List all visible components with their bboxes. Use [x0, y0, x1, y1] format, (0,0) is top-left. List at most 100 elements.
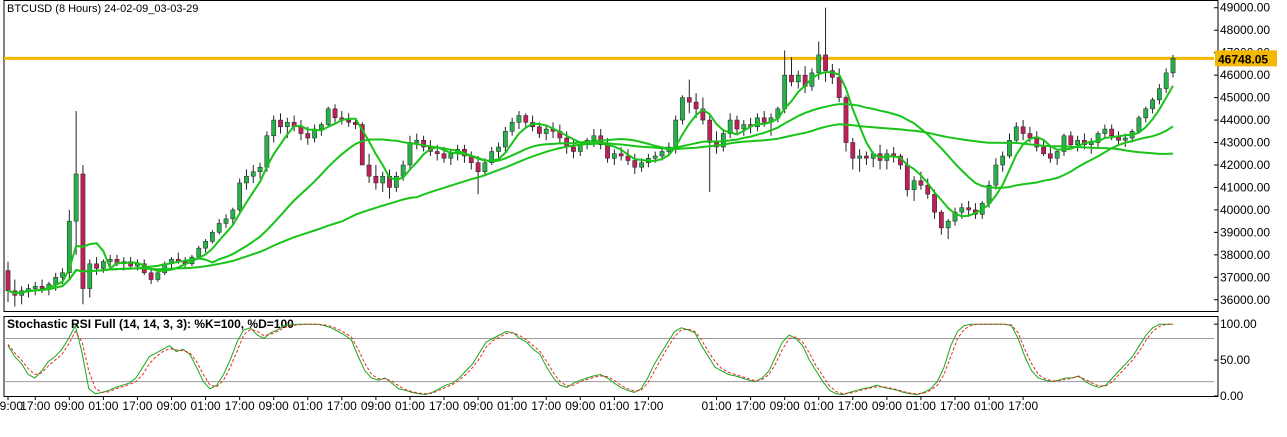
time-axis-tick-label: 17:00 — [531, 399, 561, 413]
candle — [1150, 97, 1155, 114]
candle — [1013, 122, 1019, 143]
candle — [523, 113, 529, 127]
time-axis-tick-label: 01:00 — [88, 399, 118, 413]
candle — [237, 178, 242, 215]
candle — [73, 111, 79, 255]
candle — [203, 239, 208, 253]
candle — [346, 113, 352, 127]
time-axis-tick-label: 09:00 — [361, 399, 391, 413]
price-axis-tick-label: 42000.00 — [1220, 158, 1270, 172]
price-axis-tick-label: 49000.00 — [1220, 1, 1270, 15]
axis-layer: 36000.00 37000.00 38000.00 39000.00 40000.00… — [0, 1, 1277, 413]
candle — [5, 261, 11, 303]
time-axis-tick-label: 01:00 — [497, 399, 527, 413]
candle — [319, 122, 324, 136]
candle — [223, 214, 229, 228]
candle — [380, 171, 386, 192]
price-axis-tick-label: 39000.00 — [1220, 225, 1270, 239]
price-axis-tick-label: 48000.00 — [1220, 23, 1270, 37]
candle — [625, 149, 631, 165]
time-axis-tick-label: 17:00 — [122, 399, 152, 413]
candle — [475, 156, 481, 195]
svg-text:46748.05: 46748.05 — [1218, 52, 1268, 66]
candle — [1000, 151, 1006, 172]
candle — [373, 164, 379, 190]
chart-title: BTCUSD (8 Hours) 24-02-09_03-03-29 — [7, 3, 198, 15]
candle — [680, 95, 685, 125]
candle — [244, 169, 249, 190]
candle — [1136, 115, 1142, 134]
candle — [502, 126, 508, 152]
candle — [543, 124, 549, 141]
time-axis-tick-label: 09:00 — [259, 399, 289, 413]
time-axis-tick-label: 09:00 — [54, 399, 84, 413]
candle — [216, 218, 222, 235]
time-axis-tick-label: 09:00 — [565, 399, 595, 413]
candle — [1095, 131, 1101, 148]
candle — [789, 57, 794, 87]
candle — [993, 158, 999, 190]
candle — [366, 153, 372, 183]
candle — [1041, 140, 1046, 156]
price-axis-tick-label: 45000.00 — [1220, 91, 1270, 105]
candle — [250, 164, 256, 183]
candle — [414, 133, 420, 150]
time-axis-tick-label: 17:00 — [225, 399, 255, 413]
candle — [271, 115, 277, 143]
candle — [939, 209, 944, 235]
candle — [707, 115, 713, 192]
indicator-axis-tick-label: 50.00 — [1220, 353, 1250, 367]
candle — [755, 113, 760, 132]
indicator-panel-frame — [3, 316, 1219, 397]
candle — [1007, 133, 1012, 159]
candle — [155, 270, 161, 282]
candle — [1054, 149, 1060, 165]
candle — [693, 93, 699, 118]
candle — [80, 164, 86, 305]
candle — [864, 151, 869, 165]
candle — [325, 106, 331, 127]
time-axis-tick-label: 01:00 — [599, 399, 629, 413]
price-axis-tick-label: 43000.00 — [1220, 136, 1270, 150]
candle — [686, 79, 692, 114]
time-axis-tick-label: 01:00 — [804, 399, 834, 413]
time-axis-tick-label: 17:00 — [838, 399, 868, 413]
moving-average-20 — [7, 103, 1174, 295]
time-axis-tick-label: 09:00 — [770, 399, 800, 413]
price-panel-frame — [3, 0, 1219, 312]
time-axis-tick-label: 01:00 — [293, 399, 323, 413]
candle — [421, 135, 426, 152]
time-axis-tick-label: 17:00 — [429, 399, 459, 413]
candle — [496, 142, 501, 159]
moving-average-50 — [7, 123, 1174, 295]
time-axis-tick-label: 09:00 — [156, 399, 186, 413]
price-axis-tick-label: 38000.00 — [1220, 248, 1270, 262]
stoch-series-d — [7, 323, 1173, 395]
candle — [230, 207, 236, 226]
last-price-badge: 46748.05 — [1215, 50, 1277, 67]
candle — [611, 149, 617, 165]
candle — [795, 70, 801, 89]
candle — [516, 111, 522, 130]
time-axis-tick-label: 17:00 — [940, 399, 970, 413]
candle — [932, 189, 937, 219]
price-axis-tick-label: 44000.00 — [1220, 113, 1270, 127]
candle — [1048, 147, 1053, 163]
candle — [393, 171, 399, 192]
indicator-axis-tick-label: 100.00 — [1220, 317, 1257, 331]
stoch-series-k — [7, 323, 1173, 396]
time-axis-tick-label: 17:00 — [736, 399, 766, 413]
time-axis-tick-label: 09:00 — [872, 399, 902, 413]
time-axis-tick-label: 01:00 — [702, 399, 732, 413]
candle — [509, 117, 515, 136]
candle — [966, 200, 971, 217]
candle — [32, 281, 38, 296]
indicator-layer — [4, 323, 1214, 396]
price-layer — [4, 7, 1214, 307]
candle — [741, 120, 747, 136]
price-axis-tick-label: 37000.00 — [1220, 270, 1270, 284]
time-axis-tick-label: 17:00 — [633, 399, 663, 413]
time-axis-tick-label: 01:00 — [906, 399, 936, 413]
indicator-label: Stochastic RSI Full (14, 14, 3, 3): %K=1… — [7, 317, 294, 331]
